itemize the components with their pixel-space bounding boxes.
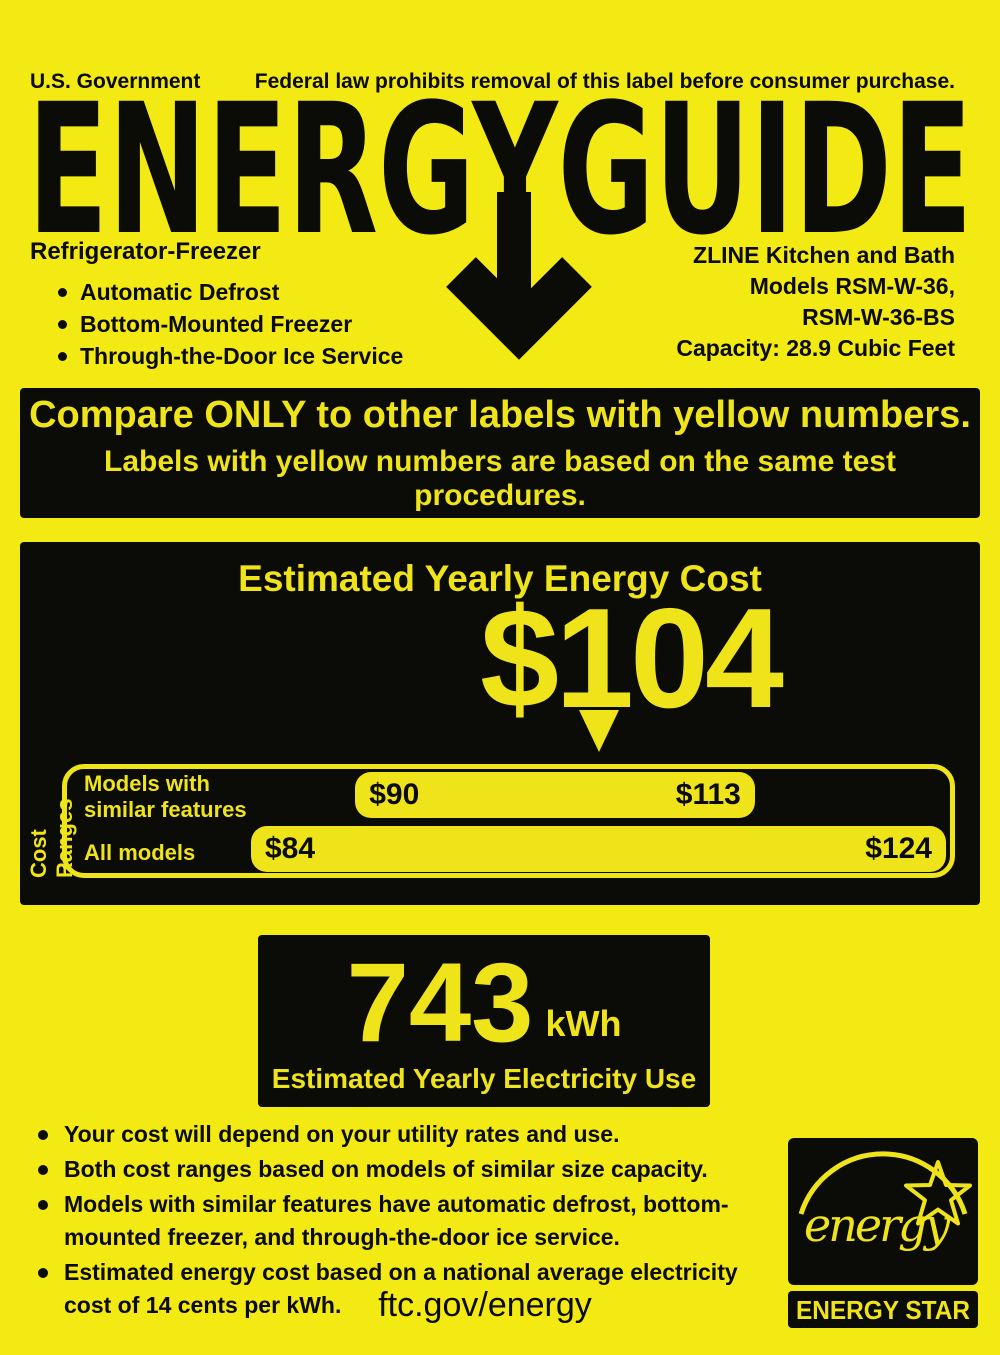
footnote-list: Your cost will depend on your utility ra… [34, 1118, 740, 1324]
product-type-block: Refrigerator-Freezer Automatic Defrost B… [30, 238, 403, 372]
energy-star-script-text: energy [804, 1198, 952, 1252]
range-low-value: $84 [265, 832, 316, 865]
manufacturer-block: ZLINE Kitchen and Bath Models RSM-W-36, … [676, 240, 955, 364]
all-models-row-label: All models [84, 840, 195, 866]
capacity-text: Capacity: 28.9 Cubic Feet [676, 335, 955, 361]
ftc-url: ftc.gov/energy [378, 1286, 592, 1324]
electricity-use-caption: Estimated Yearly Electricity Use [271, 1063, 697, 1094]
model-number-line2: RSM-W-36-BS [802, 304, 955, 330]
electricity-use-row: 743 kWh [347, 947, 622, 1059]
compare-notice-subline: Labels with yellow numbers are based on … [104, 444, 896, 512]
row-label-line: All models [84, 840, 196, 865]
kwh-value: 743 [346, 940, 534, 1065]
compare-notice-box: Compare ONLY to other labels with yellow… [20, 388, 980, 518]
range-high-value: $113 [675, 778, 741, 811]
cost-pointer-arrow-icon [578, 710, 619, 752]
footnote-item: Estimated energy cost based on a nationa… [34, 1256, 740, 1322]
footnote-item: Models with similar features have automa… [34, 1188, 740, 1254]
electricity-use-box: 743 kWh Estimated Yearly Electricity Use [258, 935, 710, 1107]
row-label-line: Models with [84, 771, 210, 796]
range-high-value: $124 [865, 832, 932, 865]
product-feature: Through-the-Door Ice Service [58, 340, 403, 372]
energy-star-band [788, 1291, 978, 1328]
product-feature-list: Automatic Defrost Bottom-Mounted Freezer… [30, 276, 403, 372]
estimated-yearly-cost-value: $104 [480, 579, 784, 738]
similar-models-row-label: Models with similar features [84, 771, 247, 823]
similar-models-range-bar: $90 $113 [355, 772, 755, 818]
energy-star-logo: energy ENERGY STAR [788, 1138, 978, 1328]
product-feature: Automatic Defrost [58, 276, 403, 308]
us-government-text: U.S. Government [30, 70, 201, 93]
product-feature: Bottom-Mounted Freezer [58, 308, 403, 340]
footnote-item: Both cost ranges based on models of simi… [34, 1153, 740, 1186]
all-models-range-bar: $84 $124 [251, 826, 946, 872]
kwh-unit: kWh [545, 1003, 622, 1044]
energy-star-star-icon [904, 1160, 972, 1226]
brand-name: ZLINE Kitchen and Bath [693, 242, 955, 268]
cost-box-title: Estimated Yearly Energy Cost [238, 558, 762, 599]
energyguide-logo: ENERGYGUIDE [28, 88, 973, 360]
row-label-line: similar features [84, 797, 247, 822]
product-category: Refrigerator-Freezer [30, 238, 261, 265]
federal-law-notice: Federal law prohibits removal of this la… [254, 70, 955, 93]
range-low-value: $90 [369, 778, 420, 811]
logo-down-arrow-icon [446, 257, 592, 360]
compare-notice-headline: Compare ONLY to other labels with yellow… [29, 393, 971, 436]
energy-star-main-panel [788, 1138, 978, 1285]
model-number-line1: Models RSM-W-36, [749, 273, 955, 299]
footnote-item: Your cost will depend on your utility ra… [34, 1118, 740, 1151]
energy-star-band-text: ENERGY STAR [796, 1295, 970, 1325]
cost-ranges-frame [62, 764, 955, 878]
